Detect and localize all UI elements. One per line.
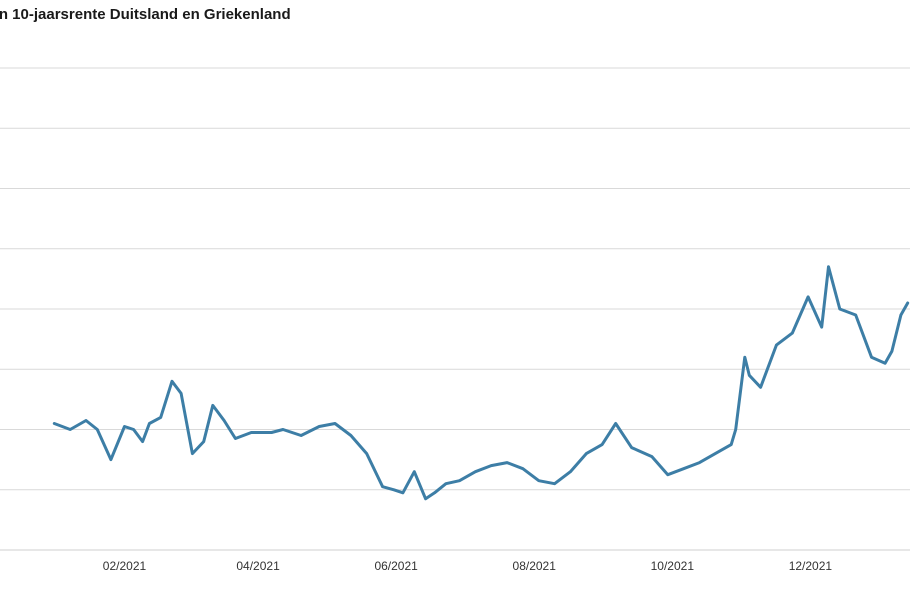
series-line-0 xyxy=(52,265,910,501)
data-point-0-16 xyxy=(234,437,237,440)
data-point-0-35 xyxy=(505,461,509,464)
data-point-0-52 xyxy=(743,356,746,359)
data-point-0-65 xyxy=(899,313,903,317)
data-point-0-45 xyxy=(650,455,654,458)
x-axis-ticks: 02/2021 04/2021 06/2021 08/2021 10/2021 12/20… xyxy=(103,559,833,573)
data-point-0-57 xyxy=(806,295,810,299)
data-point-0-22 xyxy=(333,422,337,425)
data-point-0-8 xyxy=(148,422,151,425)
data-point-0-3 xyxy=(96,428,99,431)
data-point-0-31 xyxy=(444,482,448,485)
data-point-0-7 xyxy=(141,440,144,443)
data-point-0-27 xyxy=(401,491,405,494)
data-point-0-58 xyxy=(820,325,823,329)
x-tick-label-5: 12/2021 xyxy=(789,559,833,573)
data-point-0-42 xyxy=(614,422,617,425)
data-point-0-56 xyxy=(791,331,794,335)
data-point-0-21 xyxy=(318,425,321,428)
data-point-0-48 xyxy=(698,461,701,464)
data-point-0-24 xyxy=(365,452,368,455)
data-point-0-14 xyxy=(211,404,214,407)
data-point-0-9 xyxy=(159,416,162,419)
data-point-0-36 xyxy=(521,467,525,470)
data-point-0-34 xyxy=(490,464,493,467)
x-tick-label-2: 06/2021 xyxy=(374,559,418,573)
data-point-0-55 xyxy=(775,343,778,347)
x-tick-label-3: 08/2021 xyxy=(513,559,557,573)
series-layer xyxy=(52,265,910,501)
data-point-0-29 xyxy=(424,497,427,500)
data-point-0-63 xyxy=(883,362,887,365)
data-point-0-46 xyxy=(666,473,669,476)
x-tick-label-1: 04/2021 xyxy=(236,559,280,573)
data-point-0-26 xyxy=(392,488,396,491)
data-point-0-39 xyxy=(569,470,572,473)
chart-title: ...en 10-jaarsrente Duitsland en Grieken… xyxy=(0,6,291,23)
data-point-0-5 xyxy=(123,425,126,428)
data-point-0-10 xyxy=(170,380,174,383)
data-point-0-2 xyxy=(84,419,88,422)
data-point-0-13 xyxy=(202,440,205,443)
data-point-0-62 xyxy=(870,356,873,359)
data-point-0-38 xyxy=(553,482,556,485)
data-point-0-64 xyxy=(890,350,894,353)
data-point-0-66 xyxy=(906,301,909,305)
data-point-0-32 xyxy=(458,479,461,482)
data-point-0-19 xyxy=(281,428,285,431)
data-point-0-18 xyxy=(270,431,273,434)
data-point-0-6 xyxy=(132,428,135,431)
data-point-0-43 xyxy=(630,446,633,449)
data-point-0-25 xyxy=(381,485,384,488)
data-point-0-17 xyxy=(250,431,253,434)
data-point-0-15 xyxy=(222,419,226,422)
data-point-0-47 xyxy=(682,467,685,470)
data-point-0-49 xyxy=(714,452,717,455)
data-point-0-1 xyxy=(69,428,72,431)
data-point-0-20 xyxy=(299,434,303,437)
data-point-0-23 xyxy=(349,434,353,437)
data-point-0-51 xyxy=(734,428,737,431)
data-point-0-44 xyxy=(637,449,640,452)
data-point-0-12 xyxy=(191,452,194,455)
data-point-0-0 xyxy=(53,422,56,425)
data-point-0-33 xyxy=(474,470,477,473)
data-point-0-4 xyxy=(109,458,113,461)
data-point-0-60 xyxy=(838,307,841,311)
x-tick-label-0: 02/2021 xyxy=(103,559,147,573)
data-point-0-11 xyxy=(179,392,183,395)
data-point-0-61 xyxy=(854,313,857,317)
data-point-0-59 xyxy=(827,265,830,268)
data-point-0-40 xyxy=(585,452,588,455)
data-point-0-53 xyxy=(748,374,751,377)
data-point-0-37 xyxy=(537,479,540,482)
data-point-0-50 xyxy=(730,443,733,446)
data-point-0-30 xyxy=(433,491,436,494)
data-point-0-54 xyxy=(759,386,762,389)
x-tick-label-4: 10/2021 xyxy=(651,559,695,573)
gridlines xyxy=(0,67,910,551)
data-point-0-28 xyxy=(413,470,416,473)
data-point-0-41 xyxy=(600,443,604,446)
